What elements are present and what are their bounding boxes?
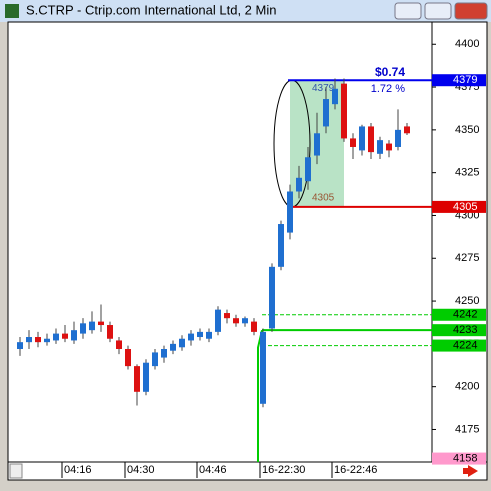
maximize-button[interactable] [424, 2, 452, 20]
window-title: S.CTRP - Ctrip.com International Ltd, 2 … [26, 2, 276, 17]
candle-body [44, 338, 50, 343]
candle-body [71, 330, 77, 341]
candle-body [89, 321, 95, 331]
x-tick-label: 04:46 [199, 464, 227, 476]
candle-body [143, 362, 149, 392]
candle-body [260, 331, 266, 404]
y-tick-label: 4350 [455, 124, 479, 136]
candle-body [332, 88, 338, 105]
candle-body [134, 366, 140, 392]
y-tick-label: 4275 [455, 252, 479, 264]
level-box [432, 324, 486, 337]
level-label: 4224 [453, 339, 477, 351]
candle-body [386, 143, 392, 151]
app-icon [5, 4, 19, 18]
candle-body [125, 349, 131, 367]
y-tick-label: 4400 [455, 38, 479, 50]
level-box [432, 339, 486, 352]
candle-body [161, 349, 167, 358]
candle-body [26, 337, 32, 343]
y-tick-label: 4250 [455, 295, 479, 307]
level-box [432, 200, 486, 213]
candle-body [314, 133, 320, 156]
candle-body [197, 331, 203, 338]
candle-body [404, 126, 410, 134]
range-low-label: 4305 [312, 193, 335, 204]
candle-body [305, 157, 311, 182]
x-tick-label: 04:16 [64, 464, 92, 476]
candle-body [53, 333, 59, 341]
candle-body [278, 224, 284, 267]
level-label: 4305 [453, 201, 477, 213]
candle-body [107, 325, 113, 339]
candle-body [98, 321, 104, 326]
plot-area [7, 21, 433, 463]
candle-body [116, 340, 122, 350]
candle-body [269, 266, 275, 329]
candle-body [62, 333, 68, 339]
candle-body [233, 318, 239, 324]
scroll-arrow[interactable] [463, 465, 478, 477]
candle-body [323, 99, 329, 127]
x-tick-label: 16-22:30 [262, 464, 305, 476]
level-label: 4379 [453, 74, 477, 86]
candle-body [17, 342, 23, 350]
title-bar [0, 0, 491, 22]
time-axis [7, 461, 488, 481]
candle-body [215, 309, 221, 332]
level-label: 4233 [453, 324, 477, 336]
candle-body [35, 337, 41, 343]
level-box [432, 308, 486, 321]
candle-body [152, 352, 158, 367]
scroll-box[interactable] [9, 463, 23, 479]
minimize-button[interactable] [394, 2, 422, 20]
candle-body [296, 177, 302, 192]
candle-body [341, 83, 347, 139]
y-tick-label: 4200 [455, 381, 479, 393]
candle-body [377, 140, 383, 154]
candle-body [287, 191, 293, 233]
level-label: 4242 [453, 309, 477, 321]
level-box [432, 452, 486, 465]
candle-body [395, 129, 401, 147]
y-tick-label: 4175 [455, 423, 479, 435]
x-tick-label: 16-22:46 [334, 464, 377, 476]
range-high-label: 4379 [312, 83, 335, 94]
candle-body [242, 318, 248, 324]
price-axis [431, 21, 488, 463]
candle-body [179, 338, 185, 348]
candle-body [359, 126, 365, 151]
close-button[interactable] [454, 2, 488, 20]
level-label: 4158 [453, 452, 477, 464]
candle-body [80, 323, 86, 334]
y-tick-label: 4325 [455, 167, 479, 179]
x-tick-label: 04:30 [127, 464, 155, 476]
candle-body [206, 331, 212, 339]
candle-body [368, 126, 374, 153]
candle-body [251, 321, 257, 332]
change-pct-label: 1.72 % [371, 83, 405, 95]
candle-body [224, 313, 230, 319]
level-box [432, 74, 486, 87]
candle-body [350, 138, 356, 147]
candle-body [188, 333, 194, 341]
candle-body [170, 343, 176, 351]
change-label: $0.74 [375, 65, 405, 79]
